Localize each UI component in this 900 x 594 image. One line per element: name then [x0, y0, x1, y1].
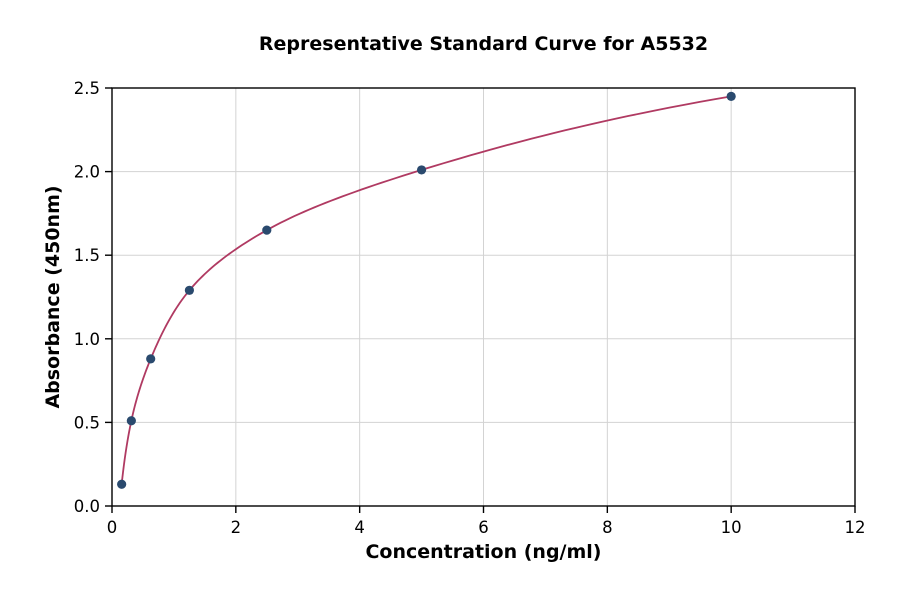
svg-text:2.0: 2.0 [74, 163, 100, 182]
svg-text:12: 12 [845, 518, 866, 537]
svg-text:10: 10 [721, 518, 742, 537]
svg-text:8: 8 [602, 518, 613, 537]
svg-text:4: 4 [354, 518, 365, 537]
svg-text:6: 6 [478, 518, 489, 537]
svg-text:0.5: 0.5 [74, 413, 100, 432]
svg-text:1.0: 1.0 [74, 330, 100, 349]
svg-text:2: 2 [231, 518, 242, 537]
svg-text:2.5: 2.5 [74, 79, 100, 98]
svg-text:0.0: 0.0 [74, 497, 100, 516]
x-axis-label: Concentration (ng/ml) [365, 541, 602, 563]
svg-text:1.5: 1.5 [74, 246, 100, 265]
svg-text:0: 0 [107, 518, 118, 537]
chart-title: Representative Standard Curve for A5532 [258, 33, 709, 55]
